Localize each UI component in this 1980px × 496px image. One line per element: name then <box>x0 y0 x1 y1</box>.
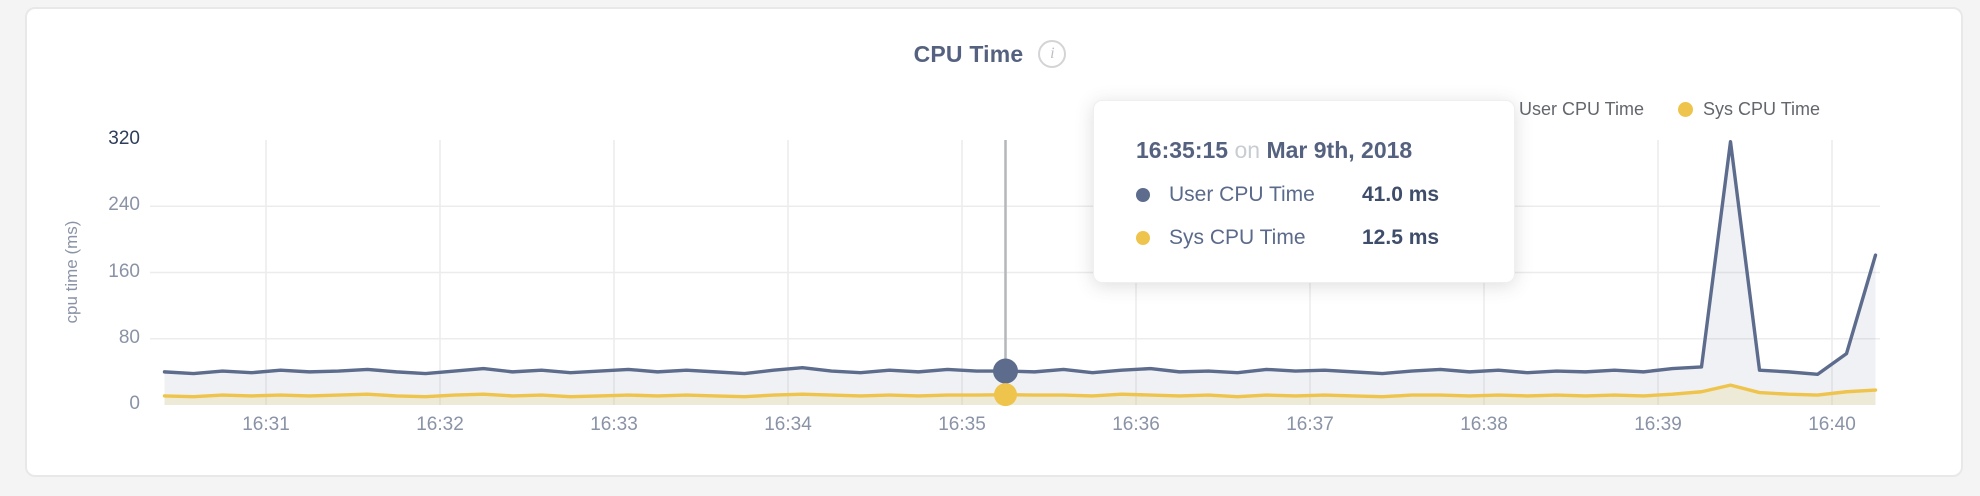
tooltip-time: 16:35:15 <box>1136 137 1229 163</box>
x-tick-label: 16:35 <box>938 414 986 435</box>
legend-item-sys-cpu-time[interactable]: Sys CPU Time <box>1678 99 1820 120</box>
x-tick-label: 16:38 <box>1460 414 1508 435</box>
chart-tooltip: 16:35:15 on Mar 9th, 2018 User CPU Time … <box>1093 100 1515 283</box>
y-tick-label: 320 <box>108 128 140 149</box>
x-tick-label: 16:39 <box>1634 414 1682 435</box>
hover-dot-sys <box>994 383 1017 407</box>
y-tick-label: 80 <box>118 326 140 348</box>
tooltip-date: Mar 9th, 2018 <box>1266 137 1413 163</box>
y-tick-label: 0 <box>129 393 140 414</box>
tooltip-row-user: User CPU Time 41.0 ms <box>1136 183 1514 207</box>
tooltip-series-label: Sys CPU Time <box>1169 226 1306 249</box>
x-tick-label: 16:37 <box>1286 414 1334 435</box>
legend-item-user-cpu-time[interactable]: User CPU Time <box>1494 99 1644 120</box>
tooltip-row-sys: Sys CPU Time 12.5 ms <box>1136 226 1514 250</box>
chart-legend: User CPU Time Sys CPU Time <box>1494 99 1820 120</box>
tooltip-conjunction: on <box>1234 137 1261 163</box>
chart-title: CPU Time <box>913 40 1024 67</box>
user-series-line <box>162 139 1878 377</box>
y-tick-label: 240 <box>108 194 140 216</box>
chart-card <box>25 7 1963 477</box>
x-tick-label: 16:31 <box>242 414 290 435</box>
x-tick-label: 16:32 <box>416 414 464 435</box>
tooltip-series-label: User CPU Time <box>1169 183 1315 206</box>
user-series-area <box>164 141 1876 405</box>
sys-series-line <box>162 383 1878 399</box>
chart-header: CPU Time i <box>0 40 1980 68</box>
info-icon[interactable]: i <box>1038 40 1067 68</box>
sys-series-dot-icon <box>1136 231 1150 245</box>
user-series-dot-icon <box>1136 188 1150 202</box>
tooltip-series-value: 41.0 ms <box>1362 183 1440 206</box>
x-tick-label: 16:33 <box>590 414 638 435</box>
tooltip-series-value: 12.5 ms <box>1362 226 1440 249</box>
hover-dot-user <box>993 358 1018 384</box>
sys-series-dot-icon <box>1678 102 1694 117</box>
legend-label: User CPU Time <box>1519 99 1645 119</box>
x-tick-label: 16:36 <box>1112 414 1160 435</box>
x-tick-label: 16:34 <box>764 414 812 435</box>
x-tick-label: 16:40 <box>1808 414 1856 435</box>
y-tick-label: 160 <box>108 260 140 282</box>
legend-label: Sys CPU Time <box>1703 99 1821 119</box>
tooltip-header: 16:35:15 on Mar 9th, 2018 <box>1136 137 1514 164</box>
